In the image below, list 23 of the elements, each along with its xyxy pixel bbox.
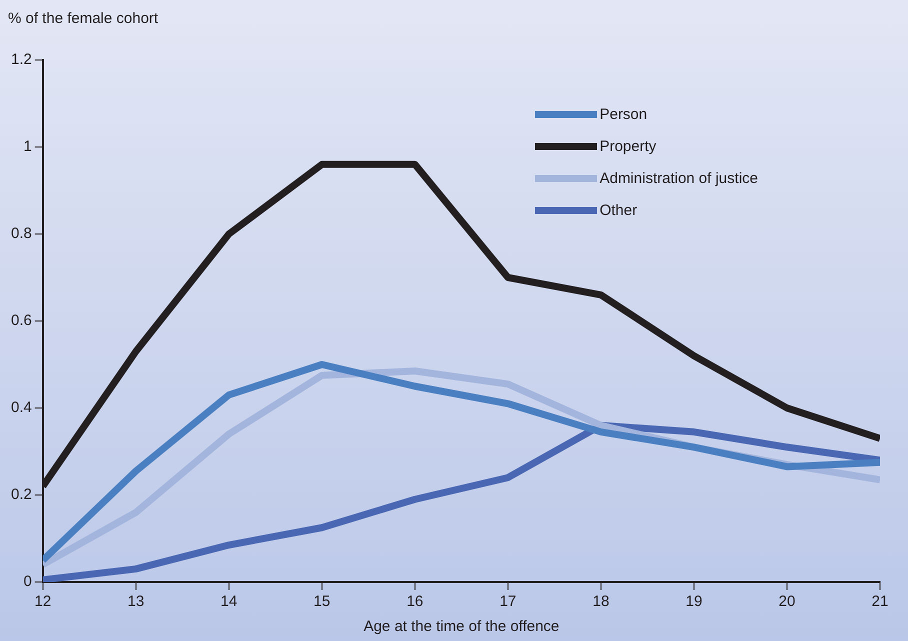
y-tick-label: 1 <box>24 138 32 156</box>
x-tick-label: 12 <box>34 593 52 610</box>
x-tick-label: 18 <box>592 593 610 610</box>
y-tick-label: 0.2 <box>10 486 32 504</box>
y-tick-label: 1.2 <box>10 51 32 68</box>
legend-label: Property <box>600 138 656 154</box>
x-tick-label: 13 <box>128 593 144 610</box>
legend-label: Other <box>600 202 638 218</box>
x-tick-label: 14 <box>220 593 238 610</box>
x-tick-label: 21 <box>872 593 888 610</box>
x-tick-label: 19 <box>686 593 702 610</box>
legend-label: Administration of justice <box>600 170 758 186</box>
y-tick-label: 0.8 <box>10 225 32 242</box>
x-tick-label: 17 <box>500 593 516 610</box>
x-tick-label: 15 <box>314 593 330 610</box>
y-tick-label: 0 <box>24 573 32 590</box>
x-tick-label: 16 <box>406 593 424 610</box>
legend-label: Person <box>600 106 648 122</box>
y-tick-label: 0.6 <box>10 312 32 330</box>
x-tick-label: 20 <box>778 593 796 610</box>
x-axis-title: Age at the time of the offence <box>364 618 560 636</box>
y-axis-title: % of the female cohort <box>8 10 158 27</box>
y-tick-label: 0.4 <box>10 399 32 416</box>
